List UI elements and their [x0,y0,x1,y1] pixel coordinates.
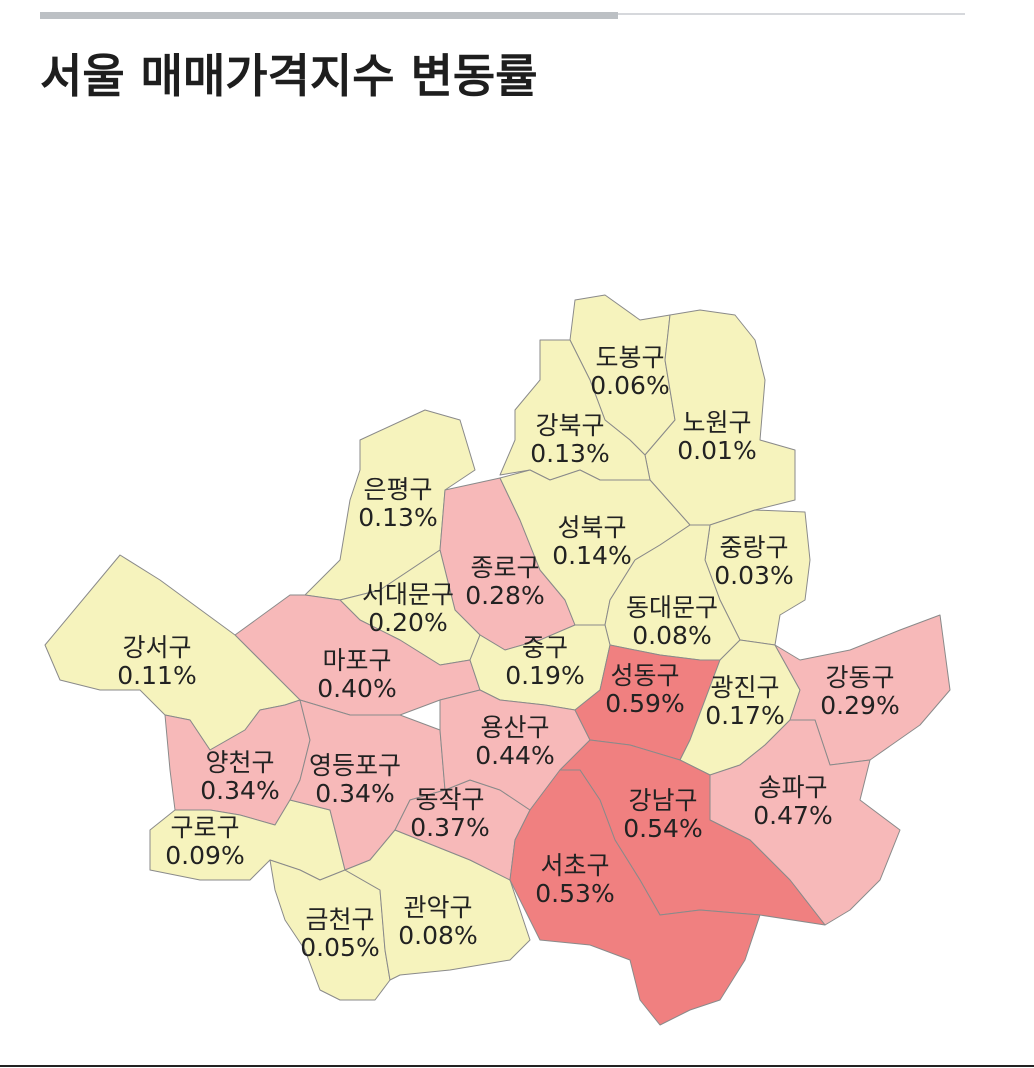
district-name: 성동구 [610,661,679,690]
district-name: 은평구 [363,475,432,504]
district-value: 0.01% [677,436,756,465]
district-name: 동작구 [415,785,484,814]
district-name: 중랑구 [719,533,788,562]
district-name: 광진구 [710,673,779,702]
district-value: 0.37% [410,813,489,842]
district-value: 0.59% [605,689,684,718]
district-value: 0.44% [475,741,554,770]
district-value: 0.20% [368,608,447,637]
districts [44,294,951,1026]
district-value: 0.13% [358,503,437,532]
district-name: 용산구 [480,713,549,742]
district-name: 관악구 [403,893,472,922]
district-value: 0.09% [165,841,244,870]
district-name: 서대문구 [362,580,454,609]
district-value: 0.17% [705,701,784,730]
district-value: 0.34% [200,776,279,805]
district-name: 성북구 [557,513,626,542]
district-area [509,769,761,1026]
district-name: 동대문구 [626,593,718,622]
top-bar [40,12,618,19]
district-labels: 도봉구0.06%노원구0.01%강북구0.13%은평구0.13%종로구0.28%… [117,343,899,962]
district-value: 0.34% [315,779,394,808]
district-value: 0.19% [505,661,584,690]
district-area [269,859,391,1001]
district-name: 강북구 [535,411,604,440]
district-name: 송파구 [758,773,827,802]
district-value: 0.54% [623,814,702,843]
district-value: 0.05% [300,933,379,962]
district-name: 도봉구 [595,343,664,372]
district-name: 양천구 [205,748,274,777]
district-value: 0.08% [398,921,477,950]
district-area [644,309,796,526]
district-value: 0.28% [465,581,544,610]
district-name: 강동구 [825,663,894,692]
district-value: 0.53% [535,879,614,908]
district-value: 0.40% [317,674,396,703]
district-value: 0.08% [632,621,711,650]
district-name: 종로구 [470,553,539,582]
district-value: 0.03% [714,561,793,590]
district-name: 영등포구 [309,751,401,780]
district-name: 노원구 [682,408,751,437]
district-value: 0.13% [530,439,609,468]
district-value: 0.29% [820,691,899,720]
district-value: 0.14% [552,541,631,570]
district-value: 0.06% [590,371,669,400]
district-name: 구로구 [170,813,239,842]
title: 서울 매매가격지수 변동률 [40,49,538,103]
district-name: 마포구 [322,646,391,675]
district-name: 강남구 [628,786,697,815]
district-value: 0.11% [117,661,196,690]
district-value: 0.47% [753,801,832,830]
district-name: 중구 [522,633,568,662]
district-name: 금천구 [305,905,374,934]
district-name: 서초구 [540,851,609,880]
district-name: 강서구 [122,633,191,662]
